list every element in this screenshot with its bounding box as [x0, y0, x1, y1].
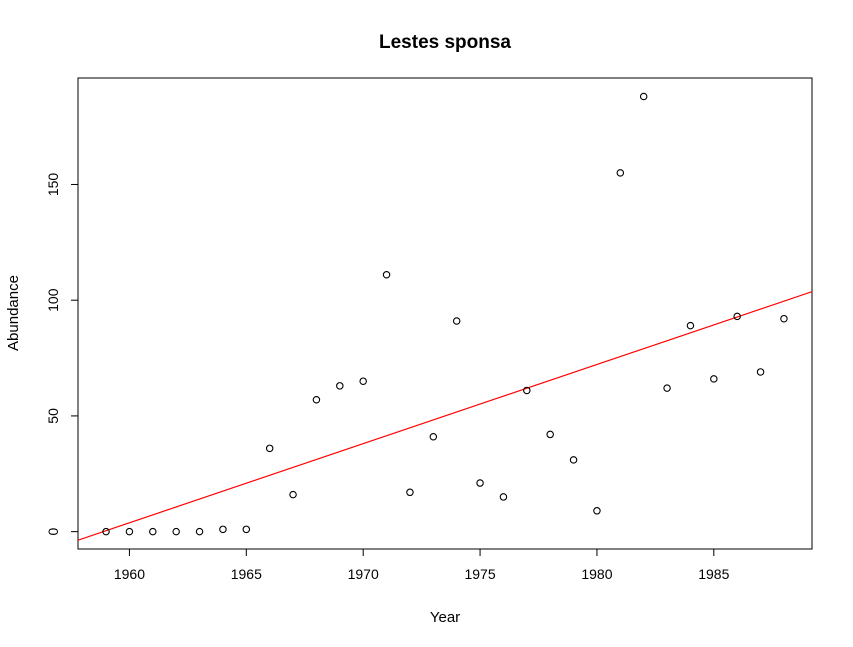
- data-point: [406, 488, 414, 497]
- data-point: [125, 527, 134, 536]
- x-axis-label: Year: [430, 609, 460, 626]
- data-point: [312, 395, 321, 404]
- data-point: [452, 317, 461, 325]
- x-axis: 1960 1965 1970 1975 1980 1985: [114, 548, 730, 582]
- data-point: [663, 384, 671, 392]
- data-point: [172, 527, 180, 536]
- plot-frame: [77, 77, 813, 550]
- x-tick-label: 1980: [581, 566, 612, 582]
- data-point: [639, 92, 648, 101]
- x-tick-label: 1970: [348, 566, 379, 582]
- data-point: [780, 314, 788, 323]
- data-point: [359, 377, 367, 385]
- data-point: [102, 527, 110, 536]
- data-point: [710, 375, 718, 383]
- x-tick-label: 1975: [464, 566, 495, 582]
- trend-line: [78, 291, 812, 541]
- data-point: [546, 430, 554, 439]
- data-point: [499, 493, 508, 501]
- data-point: [219, 525, 227, 534]
- data-point: [382, 270, 391, 279]
- data-point: [569, 456, 578, 464]
- y-axis-label: Abundance: [5, 275, 22, 351]
- y-tick-label: 150: [45, 173, 61, 197]
- x-tick-label: 1965: [231, 566, 262, 582]
- y-tick-label: 0: [45, 528, 61, 536]
- data-point: [756, 368, 765, 376]
- data-point: [149, 527, 157, 536]
- trend-line-group: [78, 291, 812, 541]
- y-tick-label: 100: [45, 288, 61, 312]
- chart-title: Lestes sponsa: [379, 32, 511, 53]
- data-point: [265, 444, 274, 453]
- data-point: [336, 382, 344, 390]
- y-axis: 0 50 100 150: [45, 173, 79, 536]
- data-point: [733, 312, 741, 321]
- data-points: [102, 92, 788, 536]
- data-point: [242, 525, 251, 534]
- x-tick-label: 1960: [114, 566, 145, 582]
- data-point: [523, 386, 531, 395]
- data-point: [593, 507, 601, 515]
- data-point: [289, 490, 297, 499]
- y-tick-label: 50: [45, 408, 61, 424]
- data-point: [195, 527, 204, 536]
- data-point: [686, 321, 695, 330]
- data-point: [429, 432, 438, 441]
- data-point: [616, 169, 625, 177]
- x-tick-label: 1985: [698, 566, 729, 582]
- data-point: [476, 479, 484, 487]
